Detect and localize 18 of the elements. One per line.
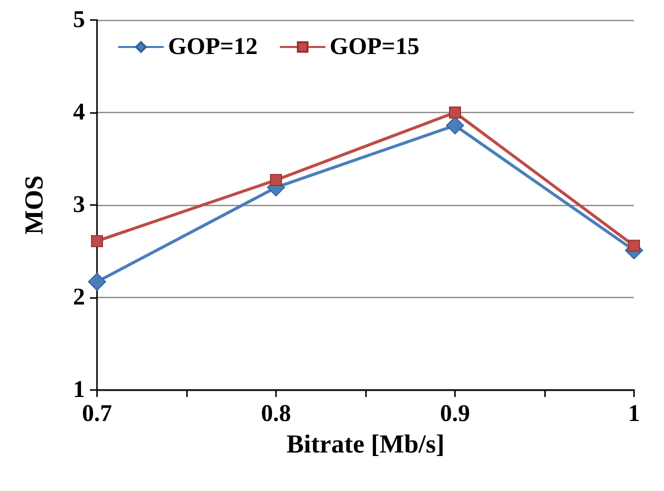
y-tick-label: 5 xyxy=(73,7,85,33)
x-tick-label: 0.7 xyxy=(82,401,112,427)
point xyxy=(628,240,640,252)
y-tick-label: 1 xyxy=(73,377,85,403)
x-tick-label: 0.9 xyxy=(440,401,470,427)
x-axis-title: Bitrate [Mb/s] xyxy=(286,429,445,458)
point xyxy=(88,272,106,291)
x-tick-label: 1 xyxy=(628,401,640,427)
point xyxy=(91,235,103,248)
legend-label: GOP=15 xyxy=(330,34,420,60)
point xyxy=(270,174,282,186)
legend-label: GOP=12 xyxy=(168,34,258,60)
y-tick-label: 2 xyxy=(73,284,85,310)
x-tick-label: 0.8 xyxy=(261,401,291,427)
y-axis-title: MOS xyxy=(20,175,48,235)
y-tick-label: 4 xyxy=(73,100,85,126)
y-tick-label: 3 xyxy=(73,192,85,218)
point xyxy=(449,106,461,118)
